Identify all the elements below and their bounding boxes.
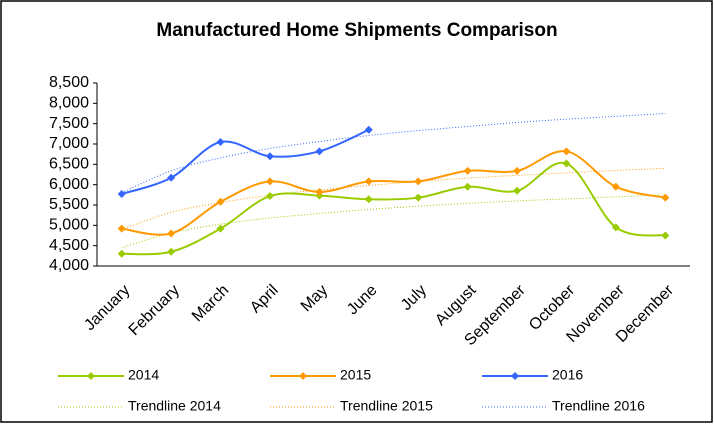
marker (463, 182, 472, 191)
marker (414, 177, 423, 186)
chart-title: Manufactured Home Shipments Comparison (156, 20, 557, 41)
series-line (121, 150, 666, 236)
trendline (121, 167, 666, 230)
legend-label: 2015 (340, 367, 371, 383)
marker (265, 177, 274, 186)
y-tick-label: 5,000 (49, 217, 89, 234)
y-tick-label: 7,000 (49, 135, 89, 152)
marker (167, 173, 176, 182)
marker (315, 187, 324, 196)
marker (216, 197, 225, 206)
marker (167, 247, 176, 256)
legend-label: 2016 (552, 367, 583, 383)
marker (511, 372, 519, 380)
marker (117, 224, 126, 233)
marker (562, 147, 571, 156)
legend-label: Trendline 2015 (340, 398, 433, 414)
y-tick-label: 8,000 (49, 95, 89, 112)
legend-label: Trendline 2014 (128, 398, 221, 414)
marker (265, 152, 274, 161)
marker (513, 186, 522, 195)
marker (117, 190, 126, 199)
marker (364, 177, 373, 186)
y-tick-label: 6,000 (49, 176, 89, 193)
y-tick-label: 5,500 (49, 196, 89, 213)
y-tick-label: 4,000 (49, 257, 89, 274)
legend-label: 2014 (128, 367, 159, 383)
marker (167, 229, 176, 238)
marker (661, 193, 670, 202)
marker (265, 192, 274, 201)
marker (414, 193, 423, 202)
y-tick-label: 6,500 (49, 156, 89, 173)
marker (315, 147, 324, 156)
marker (87, 372, 95, 380)
marker (117, 249, 126, 258)
marker (216, 224, 225, 233)
y-tick-label: 8,500 (49, 74, 89, 91)
marker (299, 372, 307, 380)
marker (661, 231, 670, 240)
y-tick-label: 4,500 (49, 237, 89, 254)
marker (611, 182, 620, 191)
marker (513, 166, 522, 175)
marker (611, 223, 620, 232)
marker (216, 137, 225, 146)
marker (463, 166, 472, 175)
y-tick-label: 7,500 (49, 115, 89, 132)
marker (562, 159, 571, 168)
series-line (121, 128, 370, 195)
legend-label: Trendline 2016 (552, 398, 645, 414)
marker (364, 125, 373, 134)
marker (364, 195, 373, 204)
